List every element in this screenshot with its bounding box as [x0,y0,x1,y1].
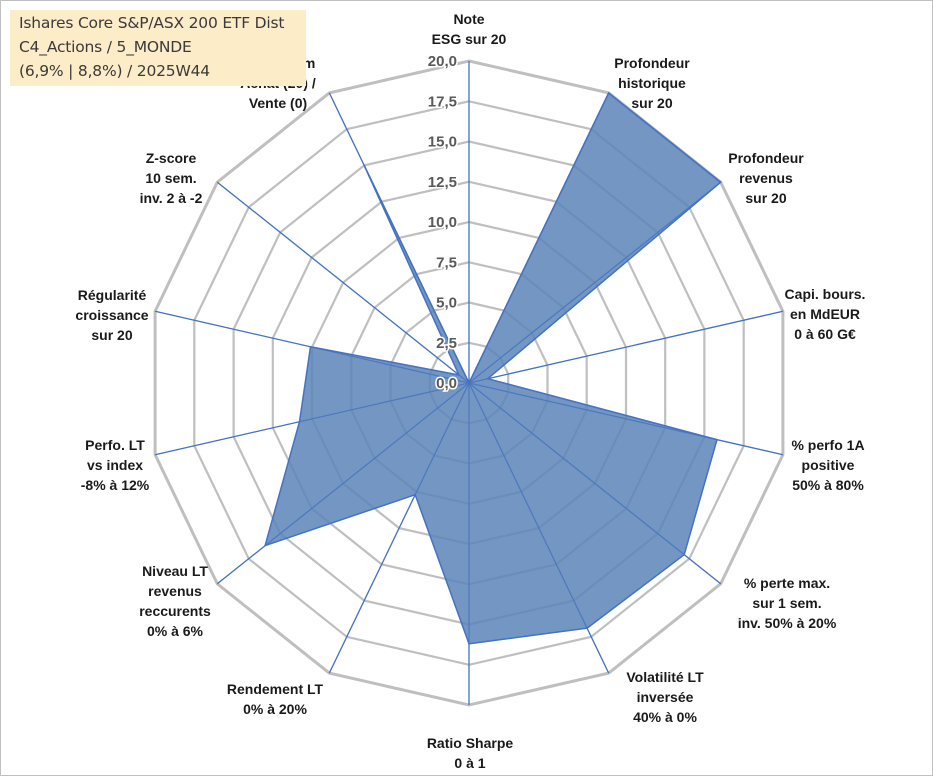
tick-label-6: 15,0 [428,134,457,151]
axis-label-9: Niveau LT revenus reccurents 0% à 6% [139,563,211,639]
axis-label-11: Régularité croissance sur 20 [75,287,148,343]
tick-label-3: 7,5 [436,254,457,271]
axis-label-2-line-0: Profondeur [728,150,804,166]
axis-label-7-line-0: Ratio Sharpe [427,735,514,751]
axis-label-8-line-0: Rendement LT [227,681,324,697]
tick-label-8: 20,0 [428,53,457,70]
series-area [263,91,722,645]
axis-label-5-line-1: sur 1 sem. [752,595,821,611]
tick-label-halo-4: 10,0 [428,214,457,231]
axis-label-7-line-1: 0 à 1 [454,755,485,771]
axis-label-11-line-0: Régularité [78,287,147,303]
tick-label-2: 5,0 [436,295,457,312]
title-line-1: Ishares Core S&P/ASX 200 ETF Dist [19,14,285,32]
tick-label-7: 17,5 [428,93,457,110]
axis-label-6-line-1: inversée [637,689,694,705]
axis-label-12-line-1: 10 sem. [145,170,196,186]
title-line-2: C4_Actions / 5_MONDE [19,38,192,56]
axis-label-1: Profondeur historique sur 20 [614,55,690,111]
axis-label-0: Note ESG sur 20 [432,11,507,47]
tick-label-halo-8: 20,0 [428,53,457,70]
spoke-overlay-13 [328,92,470,384]
axis-label-11-line-1: croissance [75,307,148,323]
tick-label-halo-5: 12,5 [428,174,457,191]
axis-label-1-line-1: historique [618,75,686,91]
title-line-3: (6,9% | 8,8%) / 2025W44 [19,62,210,80]
spoke-overlay-2 [468,181,722,384]
axis-label-10-line-1: vs index [87,457,143,473]
axis-label-9-line-2: reccurents [139,603,211,619]
spoke-overlay-8 [328,382,470,674]
tick-label-halo-3: 7,5 [436,254,457,271]
axis-label-2-line-1: revenus [739,170,793,186]
spoke-overlay-3 [468,310,784,384]
axis-label-5: % perte max. sur 1 sem. inv. 50% à 20% [738,575,837,631]
axis-label-10-line-0: Perfo. LT [85,437,145,453]
axis-label-8-line-1: 0% à 20% [243,701,307,717]
axis-label-11-line-2: sur 20 [91,327,132,343]
axis-label-6: Volatilité LT inversée 40% à 0% [626,669,704,725]
axis-label-4-line-1: positive [802,457,855,473]
axis-label-9-line-3: 0% à 6% [147,623,204,639]
spoke-overlay-12 [216,181,470,384]
axis-label-3: Capi. bours. en MdEUR 0 à 60 G€ [785,286,866,342]
axis-label-0-line-1: ESG sur 20 [432,31,507,47]
axis-label-3-line-2: 0 à 60 G€ [794,326,856,342]
spoke-overlay-9 [216,382,470,585]
axis-label-2-line-2: sur 20 [745,190,786,206]
axis-label-4-line-2: 50% à 80% [792,477,864,493]
chart-title-box: Ishares Core S&P/ASX 200 ETF Dist C4_Act… [10,10,306,86]
axis-label-5-line-2: inv. 50% à 20% [738,615,837,631]
axis-label-0-line-0: Note [453,11,484,27]
axis-label-10: Perfo. LT vs index -8% à 12% [81,437,150,493]
axis-label-4: % perfo 1A positive 50% à 80% [791,437,864,493]
axis-label-12-line-0: Z-score [146,150,197,166]
axis-label-6-line-2: 40% à 0% [633,709,697,725]
radar-series-layer [154,61,784,705]
axis-label-3-line-1: en MdEUR [790,306,860,322]
axis-label-2: Profondeur revenus sur 20 [728,150,804,206]
axis-label-3-line-0: Capi. bours. [785,286,866,302]
axis-label-8: Rendement LT 0% à 20% [227,681,324,717]
axis-label-7: Ratio Sharpe 0 à 1 [427,735,514,771]
axis-label-9-line-0: Niveau LT [142,563,208,579]
axis-label-4-line-0: % perfo 1A [791,437,864,453]
tick-label-4: 10,0 [428,214,457,231]
axis-label-10-line-2: -8% à 12% [81,477,150,493]
axis-label-9-line-1: revenus [148,583,202,599]
axis-label-12-line-2: inv. 2 à -2 [140,190,203,206]
tick-label-0: 0,0 [436,375,457,392]
tick-label-halo-6: 15,0 [428,134,457,151]
tick-label-halo-0: 0,0 [436,375,457,392]
tick-label-halo-1: 2,5 [436,335,457,352]
spoke-overlay-5 [468,382,722,585]
axis-label-5-line-0: % perte max. [744,575,830,591]
spoke-overlay-6 [468,382,610,674]
spoke-overlay-11 [154,310,470,384]
tick-label-halo-7: 17,5 [428,93,457,110]
axis-label-6-line-0: Volatilité LT [626,669,704,685]
axis-label-1-line-0: Profondeur [614,55,690,71]
tick-label-5: 12,5 [428,174,457,191]
tick-label-1: 2,5 [436,335,457,352]
radar-tick-labels: 0,00,02,52,55,05,07,57,510,010,012,512,5… [426,52,458,394]
tick-label-halo-2: 5,0 [436,295,457,312]
spoke-overlay-10 [154,382,470,456]
spoke-overlay-4 [468,382,784,456]
axis-label-1-line-2: sur 20 [631,95,672,111]
axis-label-13-line-2: Vente (0) [249,95,307,111]
spoke-overlay-1 [468,92,610,384]
axis-label-12: Z-score 10 sem. inv. 2 à -2 [140,150,203,206]
